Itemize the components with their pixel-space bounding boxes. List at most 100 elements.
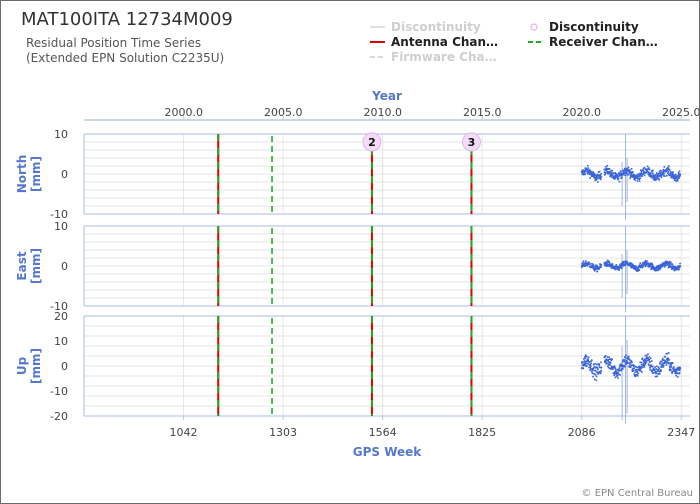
data-point <box>587 356 590 359</box>
data-point <box>590 359 593 361</box>
data-point <box>667 352 670 354</box>
data-point <box>629 361 632 364</box>
panel-north: 10 0 -10 North [mm] <box>15 128 690 221</box>
data-point <box>622 169 624 172</box>
data-point <box>606 170 609 173</box>
y-tick-label: 10 <box>54 220 68 233</box>
data-point <box>581 361 584 363</box>
data-point <box>638 367 641 370</box>
data-point <box>642 264 645 267</box>
data-point <box>638 177 641 180</box>
data-point <box>638 180 641 182</box>
data-point <box>642 167 645 170</box>
data-point <box>630 168 633 170</box>
data-point <box>676 376 679 378</box>
data-point <box>597 363 600 365</box>
data-point <box>656 178 658 180</box>
data-point <box>647 363 650 366</box>
top-axis-tick-label: 2010.0 <box>364 106 403 119</box>
data-point <box>620 363 622 366</box>
data-point <box>591 171 594 173</box>
data-point <box>633 268 636 270</box>
data-point <box>642 263 644 266</box>
data-point <box>648 364 650 367</box>
data-point <box>634 374 636 376</box>
legend-label: Discontinuity <box>549 20 639 34</box>
data-point <box>593 366 596 368</box>
data-point <box>606 261 609 264</box>
data-point <box>624 365 626 368</box>
data-point <box>679 175 681 177</box>
data-point <box>659 363 661 365</box>
data-point <box>650 176 652 178</box>
data-point <box>671 268 673 271</box>
data-point <box>642 169 644 172</box>
data-point <box>582 173 585 176</box>
data-point <box>582 363 585 366</box>
data-point <box>591 372 594 375</box>
data-point <box>614 376 617 379</box>
data-point <box>674 177 677 180</box>
data-point <box>593 177 596 179</box>
data-point <box>616 372 619 375</box>
data-point <box>610 173 613 176</box>
data-point <box>588 171 591 173</box>
data-point <box>634 375 637 378</box>
data-point <box>614 371 616 373</box>
data-point <box>594 265 597 268</box>
data-point <box>651 169 653 172</box>
data-point <box>661 265 664 268</box>
data-point <box>659 171 661 174</box>
data-point <box>618 369 621 371</box>
data-point <box>599 264 602 267</box>
data-point <box>607 264 610 266</box>
data-point <box>594 373 597 376</box>
data-point <box>657 370 659 372</box>
data-point <box>648 172 651 175</box>
data-point <box>586 168 589 171</box>
data-point <box>622 172 624 175</box>
data-point <box>671 176 673 179</box>
data-point <box>650 268 652 271</box>
data-point <box>658 178 661 181</box>
data-point <box>650 364 653 367</box>
data-point <box>606 265 608 268</box>
data-point <box>656 175 659 178</box>
data-point <box>595 264 598 267</box>
bottom-axis-tick-label: 1564 <box>369 426 397 439</box>
data-point <box>667 167 670 170</box>
data-point <box>632 173 635 176</box>
data-point <box>586 365 588 367</box>
data-point <box>629 359 631 361</box>
data-points <box>580 352 682 382</box>
data-point <box>662 366 665 368</box>
data-point <box>666 359 668 361</box>
data-point <box>675 368 678 371</box>
data-point <box>585 355 588 357</box>
data-point <box>666 166 669 169</box>
data-point <box>655 269 658 272</box>
data-point <box>595 178 598 181</box>
data-point <box>668 263 670 265</box>
data-point <box>617 177 620 180</box>
data-point <box>622 263 624 266</box>
data-point <box>605 169 608 172</box>
data-point <box>620 364 622 367</box>
data-point <box>679 262 681 265</box>
data-point <box>665 361 668 363</box>
data-point <box>640 169 642 171</box>
data-point <box>677 265 680 267</box>
data-point <box>608 265 611 268</box>
data-point <box>678 367 681 370</box>
data-point <box>639 262 642 264</box>
y-tick-label: 10 <box>54 128 68 141</box>
data-point <box>589 365 592 368</box>
data-point <box>617 173 620 175</box>
page-subtitle-1: Residual Position Time Series <box>26 36 202 50</box>
data-point <box>637 173 639 175</box>
data-point <box>673 177 675 180</box>
data-point <box>599 263 601 265</box>
data-point <box>657 265 660 267</box>
data-point <box>628 172 631 175</box>
data-point <box>592 369 594 372</box>
